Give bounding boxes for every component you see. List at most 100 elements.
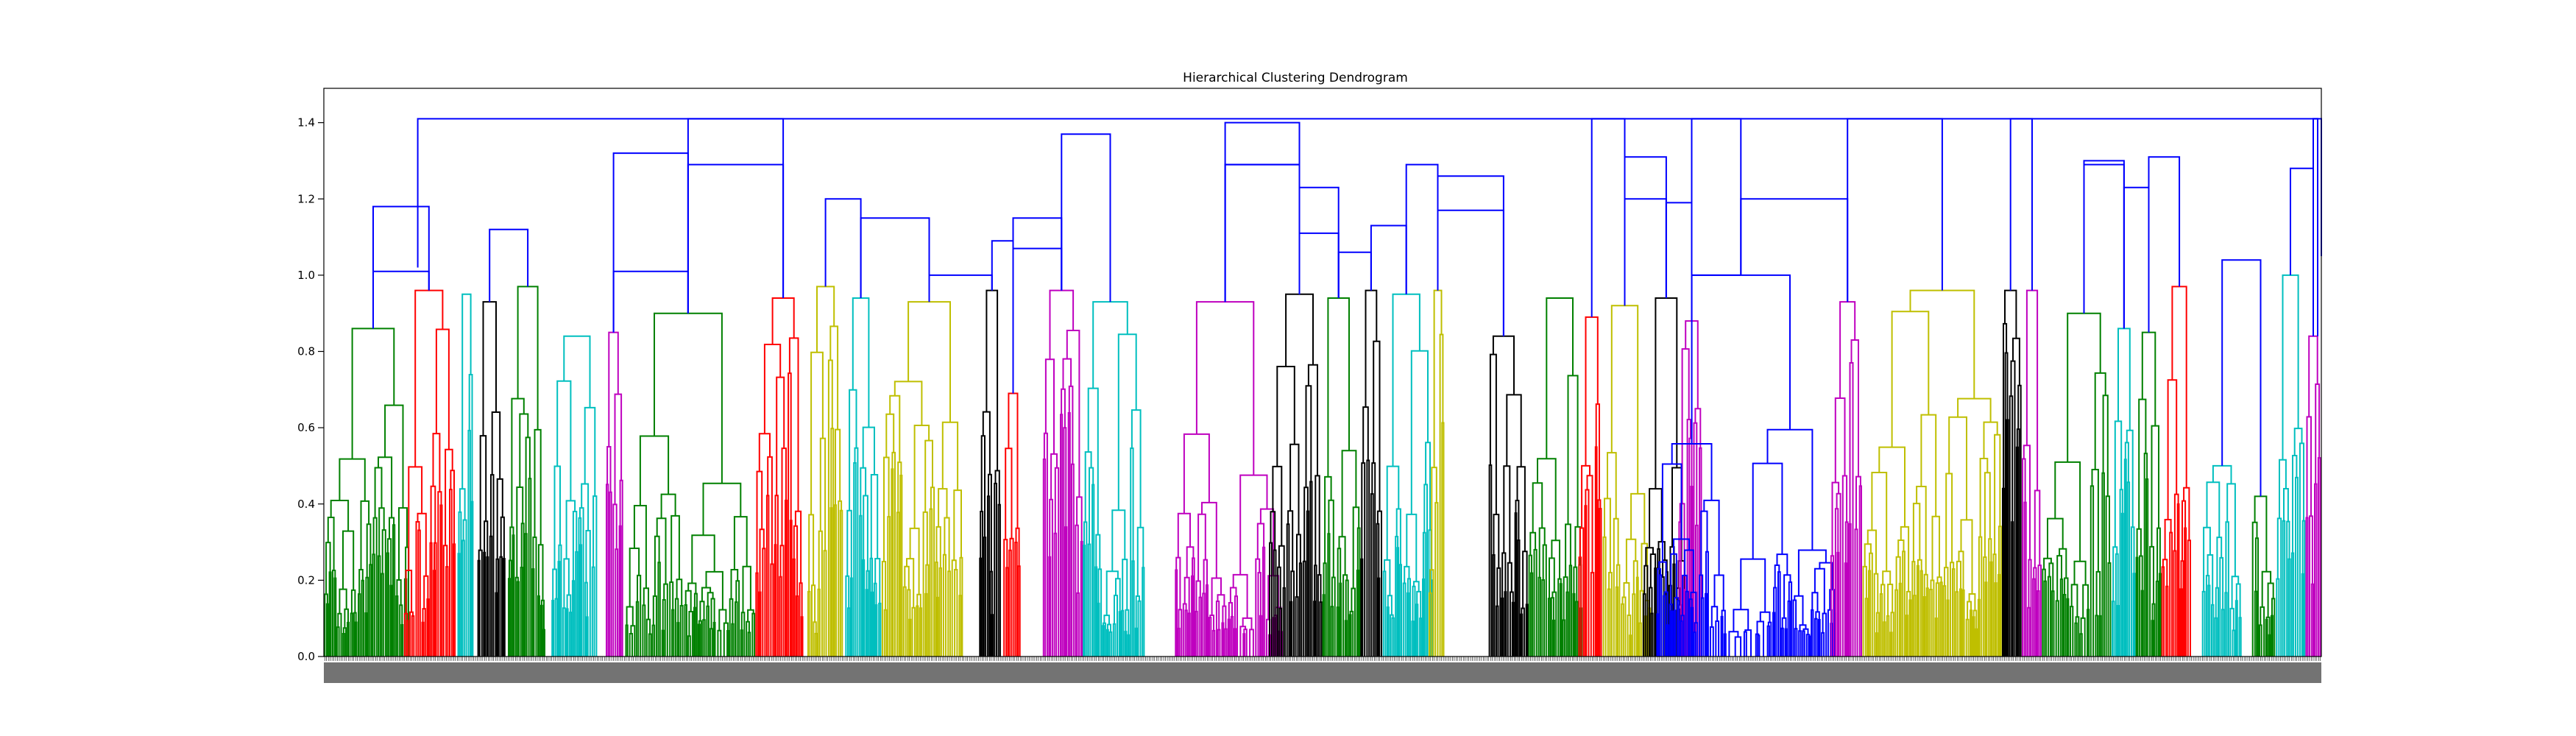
- dendrogram-link-546: [1386, 606, 1390, 657]
- dendrogram-link-330: [935, 526, 941, 568]
- top-merge-link-20: [1370, 224, 1407, 294]
- dendrogram-link-855: [1934, 618, 1938, 657]
- dendrogram-link-943: [2073, 560, 2087, 585]
- dendrogram-link-138: [571, 580, 575, 657]
- dendrogram-link-946: [2095, 615, 2098, 657]
- dendrogram-link-917: [2037, 590, 2040, 657]
- dendrogram-link-902: [2011, 521, 2014, 657]
- dendrogram-link-711: [1656, 613, 1660, 657]
- dendrogram-link-9: [342, 633, 345, 657]
- dendrogram-link-183: [671, 609, 675, 657]
- dendrogram-link-496: [1298, 562, 1303, 657]
- dendrogram-link-298: [883, 609, 888, 657]
- dendrogram-link-23: [364, 612, 368, 657]
- dendrogram-link-217: [735, 601, 738, 657]
- dendrogram-link-81: [461, 539, 465, 657]
- dendrogram-link-355: [1005, 567, 1009, 657]
- dendrogram-link-128: [554, 598, 559, 657]
- dendrogram-link-379: [1062, 358, 1072, 389]
- dendrogram-link-582: [1488, 464, 1493, 657]
- dendrogram-link-127: [551, 600, 555, 657]
- dendrogram-link-596: [1517, 539, 1521, 657]
- dendrogram-link-1022: [2212, 464, 2232, 484]
- dendrogram-link-357: [1008, 549, 1012, 657]
- dendrogram-link-51: [406, 620, 409, 657]
- dendrogram-link-848: [1912, 503, 1921, 562]
- dendrogram-link-628: [1572, 592, 1576, 657]
- dendrogram-link-624: [1565, 591, 1569, 657]
- top-merge-link-2: [489, 228, 529, 302]
- dendrogram-link-838: [1905, 615, 1908, 657]
- dendrogram-link-85: [470, 500, 474, 657]
- dendrogram-link-507: [1319, 601, 1323, 657]
- dendrogram-link-890: [1994, 582, 1998, 657]
- dendrogram-link-247: [789, 520, 793, 657]
- dendrogram-link-1055: [2314, 483, 2318, 657]
- dendrogram-link-78: [414, 289, 444, 467]
- dendrogram-link-1056: [2317, 457, 2321, 657]
- dendrogram-link-553: [1398, 564, 1402, 657]
- dendrogram-link-930: [2063, 594, 2067, 657]
- dendrogram-link-90: [483, 551, 486, 657]
- dendrogram-link-101: [496, 478, 503, 559]
- top-merge-link-10: [991, 240, 1014, 394]
- dendrogram-link-189: [670, 514, 680, 582]
- dendrogram-link-257: [807, 590, 811, 657]
- top-merge-link-16: [1224, 163, 1301, 302]
- dendrogram-link-332: [947, 570, 951, 657]
- dendrogram-link-941: [2087, 609, 2090, 657]
- dendrogram-link-898: [2002, 487, 2005, 657]
- dendrogram-link-649: [1607, 588, 1611, 657]
- dendrogram-link-1007: [2214, 617, 2218, 657]
- y-tick-label: 1.4: [297, 116, 315, 130]
- dendrogram-link-100: [500, 516, 505, 559]
- dendrogram-link-511: [1285, 293, 1314, 367]
- dendrogram-link-53: [411, 615, 415, 657]
- dendrogram-link-512: [1322, 594, 1326, 657]
- dendrogram-link-774: [1794, 628, 1798, 657]
- dendrogram-link-495: [1295, 596, 1299, 657]
- dendrogram-link-869: [1959, 588, 1962, 657]
- dendrogram-link-877: [1975, 628, 1978, 657]
- dendrogram-link-923: [2047, 576, 2051, 657]
- dendrogram-link-322: [929, 508, 933, 657]
- dendrogram-link-520: [1339, 582, 1342, 657]
- dendrogram-link-825: [1883, 621, 1886, 657]
- dendrogram-link-1011: [2216, 537, 2223, 588]
- dendrogram-link-1051: [2305, 517, 2309, 657]
- dendrogram-link-430: [1187, 612, 1191, 657]
- dendrogram-link-764: [1777, 571, 1781, 657]
- dendrogram-link-389: [1091, 484, 1095, 657]
- dendrogram-link-817: [1868, 570, 1872, 657]
- dendrogram-link-751: [1728, 631, 1739, 657]
- dendrogram-link-458: [1234, 628, 1236, 657]
- dendrogram-link-828: [1889, 631, 1893, 657]
- dendrogram-link-619: [1559, 583, 1563, 657]
- dendrogram-link-222: [747, 631, 751, 657]
- dendrogram-link-467: [1259, 615, 1262, 657]
- dendrogram-link-185: [676, 622, 680, 657]
- dendrogram-link-393: [1097, 602, 1100, 657]
- dendrogram-link-4: [333, 577, 337, 657]
- dendrogram-link-276: [847, 607, 851, 657]
- y-tick-label: 0.0: [297, 650, 315, 663]
- dendrogram-link-306: [899, 475, 903, 657]
- dendrogram-link-425: [1177, 627, 1181, 657]
- dendrogram-link-71: [445, 566, 449, 657]
- dendrogram-link-94: [489, 535, 493, 657]
- dendrogram-link-380: [1076, 592, 1080, 657]
- dendrogram-link-1017: [2234, 600, 2238, 657]
- dendrogram-link-601: [1522, 551, 1528, 609]
- dendrogram-link-229: [654, 312, 723, 484]
- dendrogram-link-297: [852, 297, 870, 428]
- dendrogram-link-110: [520, 567, 523, 657]
- dendrogram-link-31: [378, 555, 381, 657]
- dendrogram-link-868: [1955, 591, 1959, 657]
- dendrogram-link-830: [1887, 584, 1894, 616]
- dendrogram-link-361: [1017, 565, 1021, 657]
- dendrogram-link-265: [819, 437, 827, 551]
- dendrogram-link-831: [1882, 570, 1892, 585]
- dendrogram-link-249: [792, 558, 796, 657]
- dendrogram-link-899: [2006, 419, 2009, 657]
